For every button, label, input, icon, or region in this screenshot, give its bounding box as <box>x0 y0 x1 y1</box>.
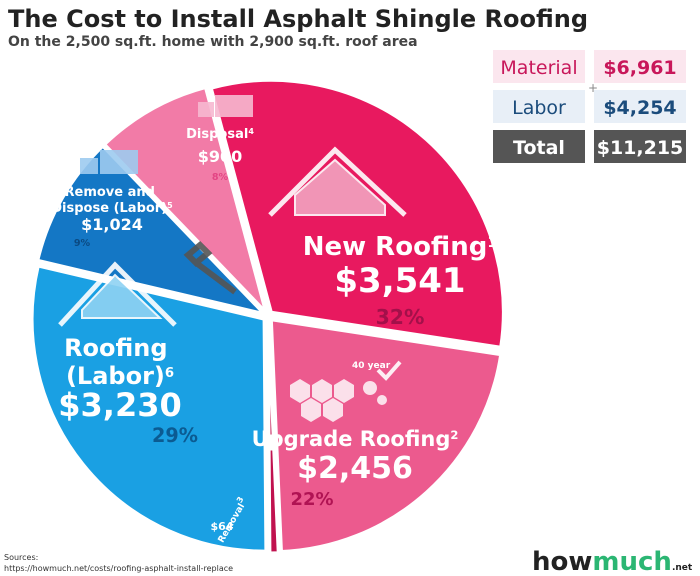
slice-label: Disposal4 <box>186 127 254 143</box>
icons <box>58 95 407 422</box>
category-name: Disposal <box>186 127 248 142</box>
summary-label: Labor <box>512 97 566 119</box>
category-name: Roofing (Labor) <box>64 334 176 390</box>
summary-value-cell <box>594 90 686 123</box>
check-icon <box>376 360 402 381</box>
brand-part: much <box>592 547 672 576</box>
share-label: 22% <box>290 489 333 510</box>
slice-label: New Roofing1 <box>303 232 498 262</box>
value-label: $64 <box>211 520 234 533</box>
truck-icon <box>80 150 138 174</box>
pie-slice <box>102 85 267 313</box>
summary-label: Total <box>513 137 565 159</box>
name-line: Remove and <box>65 185 160 200</box>
roof-icon <box>58 261 177 327</box>
category-name: Remove and Dispose (Labor) <box>51 185 167 216</box>
share-label: 32% <box>376 305 425 329</box>
roof-tiles <box>81 273 163 319</box>
share-label: 8% <box>212 172 229 183</box>
value-label: $900 <box>198 147 243 166</box>
summary-value-cell <box>594 50 686 83</box>
truck-icon <box>198 95 253 117</box>
category-name: Upgrade Roofing <box>252 427 451 451</box>
brand-part: .net <box>672 563 693 573</box>
roof-tiles <box>294 158 386 216</box>
slice-label: Upgrade Roofing2 <box>252 427 459 451</box>
summary-table: Material $6,961 Labor $4,254 Total $11,215 <box>493 50 686 163</box>
share-label: 29% <box>152 424 198 447</box>
value-label: $3,230 <box>58 386 181 424</box>
summary-value: $11,215 <box>597 137 684 159</box>
pie-slice <box>30 264 268 553</box>
pie-slice <box>269 317 503 554</box>
name-line: (Labor) <box>66 362 165 390</box>
value-label: $2,456 <box>297 451 413 486</box>
footnote-mark: 4 <box>248 127 254 136</box>
chart-subtitle: On the 2,500 sq.ft. home with 2,900 sq.f… <box>8 34 418 50</box>
slice-label: Roofing (Labor)6 <box>64 334 176 390</box>
summary-value: $4,254 <box>603 97 676 119</box>
summary-label-cell <box>493 50 585 83</box>
footnote-mark: 5 <box>167 201 173 210</box>
footnote-mark: 1 <box>487 235 497 251</box>
slice-label: Remove and Dispose (Labor)5 <box>51 185 173 216</box>
hex-icon <box>290 379 387 422</box>
footnote-mark: 2 <box>450 428 458 442</box>
summary-label-cell <box>493 130 585 163</box>
plus-sign: + <box>588 81 598 95</box>
brand-logo: howmuch.net <box>532 547 693 576</box>
value-label: $3,541 <box>334 261 465 301</box>
summary-value-cell <box>594 130 686 163</box>
name-line: Roofing <box>64 334 176 362</box>
summary-label: Material <box>500 57 577 79</box>
roof-icon <box>268 146 407 217</box>
sources-heading: Sources: <box>4 553 38 562</box>
summary-label-cell <box>493 90 585 123</box>
category-name: New Roofing <box>303 232 488 262</box>
brand-part: how <box>532 547 592 576</box>
source-url: https://howmuch.net/costs/roofing-asphal… <box>4 564 233 573</box>
footnote-mark: 6 <box>165 366 174 381</box>
badge-label: 40 year <box>352 361 391 371</box>
share-label: 9% <box>74 238 91 249</box>
summary-value: $6,961 <box>603 57 676 79</box>
name-line: Dispose (Labor) <box>51 201 167 216</box>
pie-slice <box>266 320 280 555</box>
value-label: $1,024 <box>81 215 143 234</box>
footnote-mark: 3 <box>235 495 246 504</box>
chart-title: The Cost to Install Asphalt Shingle Roof… <box>8 5 588 33</box>
hammer-icon <box>183 240 237 295</box>
